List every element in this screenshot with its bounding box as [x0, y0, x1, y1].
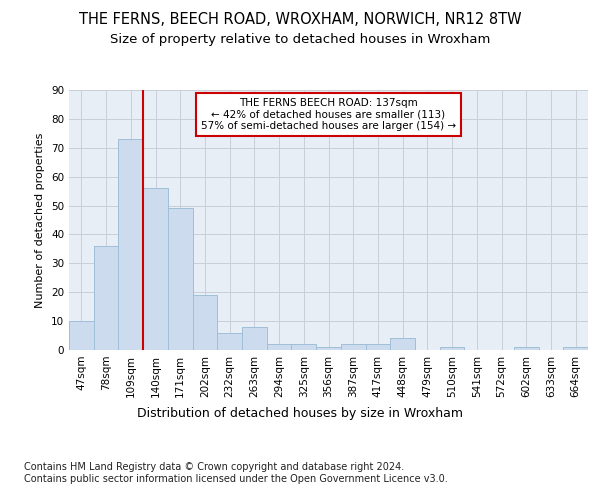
Bar	[316, 347, 341, 350]
Text: Distribution of detached houses by size in Wroxham: Distribution of detached houses by size …	[137, 408, 463, 420]
Bar	[267, 344, 292, 350]
Bar	[69, 321, 94, 350]
Bar	[292, 344, 316, 350]
Bar	[143, 188, 168, 350]
Bar	[193, 295, 217, 350]
Bar	[563, 347, 588, 350]
Bar	[341, 344, 365, 350]
Bar	[168, 208, 193, 350]
Bar	[390, 338, 415, 350]
Bar	[94, 246, 118, 350]
Bar	[365, 344, 390, 350]
Text: Contains HM Land Registry data © Crown copyright and database right 2024.
Contai: Contains HM Land Registry data © Crown c…	[24, 462, 448, 484]
Bar	[440, 347, 464, 350]
Bar	[217, 332, 242, 350]
Bar	[514, 347, 539, 350]
Text: Size of property relative to detached houses in Wroxham: Size of property relative to detached ho…	[110, 32, 490, 46]
Bar	[118, 139, 143, 350]
Bar	[242, 327, 267, 350]
Text: THE FERNS BEECH ROAD: 137sqm
← 42% of detached houses are smaller (113)
57% of s: THE FERNS BEECH ROAD: 137sqm ← 42% of de…	[201, 98, 456, 131]
Y-axis label: Number of detached properties: Number of detached properties	[35, 132, 46, 308]
Text: THE FERNS, BEECH ROAD, WROXHAM, NORWICH, NR12 8TW: THE FERNS, BEECH ROAD, WROXHAM, NORWICH,…	[79, 12, 521, 28]
